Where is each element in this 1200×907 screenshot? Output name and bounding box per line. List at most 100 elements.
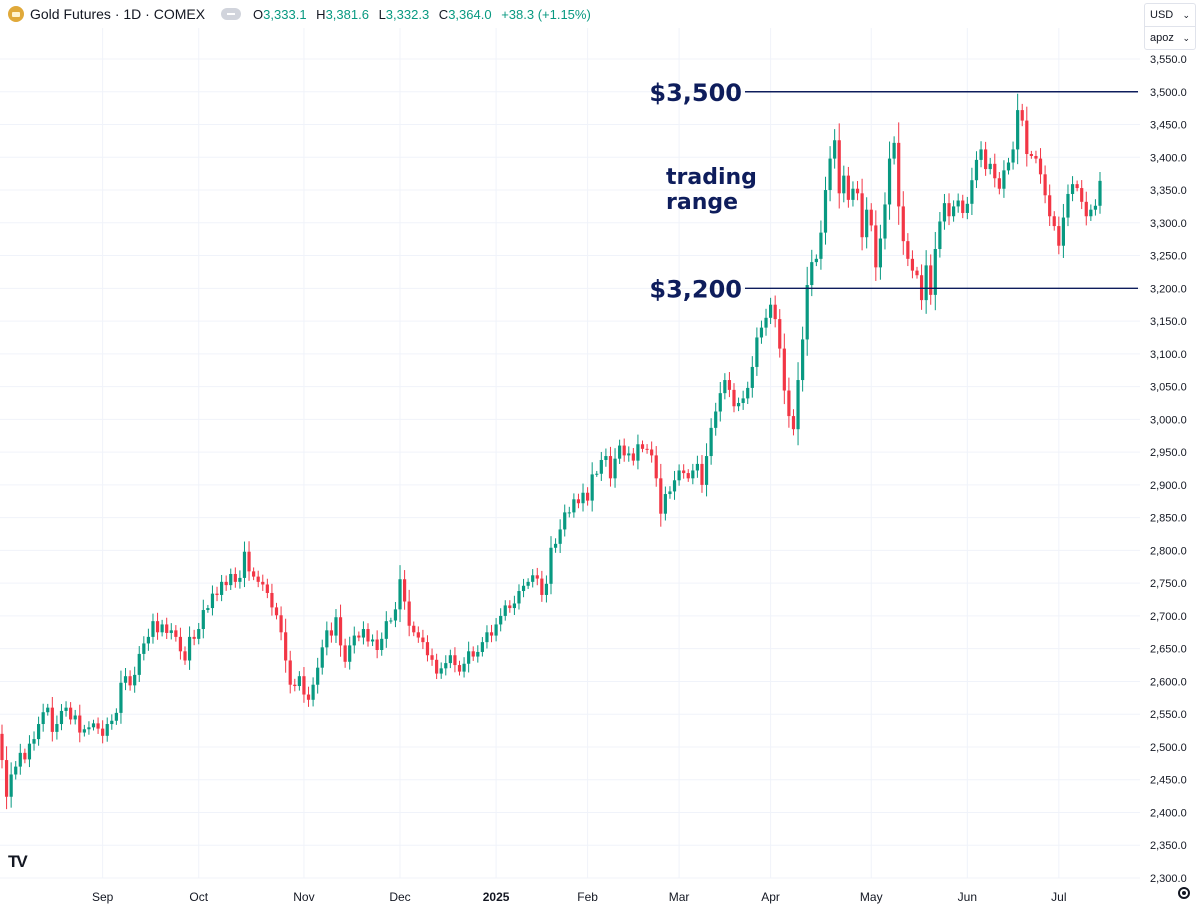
candle-body	[897, 142, 901, 207]
candle	[238, 570, 242, 589]
candle	[110, 714, 114, 730]
price-tick-label: 2,950.0	[1150, 447, 1187, 459]
candle	[1048, 184, 1052, 226]
candle	[897, 122, 901, 225]
candle-body	[531, 575, 535, 582]
candle	[915, 266, 919, 279]
candle	[174, 625, 178, 642]
candle-body	[750, 366, 754, 388]
price-tick-label: 3,350.0	[1150, 185, 1187, 197]
candle	[91, 719, 96, 731]
candle	[59, 704, 64, 731]
currency-selector[interactable]: USD ⌄ apoz ⌄	[1144, 3, 1196, 50]
candle-body	[215, 593, 219, 595]
candle-body	[41, 712, 45, 725]
candle-body	[764, 317, 768, 328]
candle	[338, 604, 343, 657]
candle	[1061, 203, 1065, 258]
candle	[512, 595, 516, 615]
candle-body	[325, 630, 329, 648]
candle-body	[517, 591, 521, 604]
upper-level-label: $3,500	[649, 79, 742, 107]
candle	[883, 192, 887, 250]
candle	[444, 655, 448, 676]
symbol-title[interactable]: Gold Futures · 1D · COMEX	[30, 6, 206, 22]
currency-dropdown[interactable]: USD ⌄	[1150, 9, 1190, 21]
candle-body	[73, 715, 77, 720]
candle	[718, 382, 722, 422]
candle-body	[732, 389, 736, 407]
tradingview-logo[interactable]: TV	[8, 852, 28, 871]
candle	[274, 602, 279, 620]
gold-icon	[8, 6, 24, 22]
candle	[828, 146, 832, 202]
candle-body	[878, 238, 882, 268]
candle-body	[1011, 149, 1015, 163]
candle	[220, 574, 224, 602]
time-tick-label: 2025	[483, 890, 510, 904]
time-axis[interactable]: Sep Oct Nov Dec 2025 Feb Mar Apr May Jun Jul	[92, 890, 1067, 904]
candle	[558, 519, 562, 553]
candle-body	[915, 270, 919, 276]
candle-body	[252, 571, 256, 577]
candle	[869, 203, 873, 232]
candle-body	[187, 636, 192, 661]
candle	[480, 637, 484, 657]
candle	[370, 634, 375, 647]
candle-body	[581, 492, 585, 504]
candlestick-series	[0, 93, 1102, 810]
candle	[947, 193, 951, 226]
candle-body	[1006, 162, 1011, 171]
candle-body	[489, 632, 494, 636]
price-axis[interactable]: 3,550.0 3,500.0 3,450.0 3,400.0 3,350.0 3,300…	[1150, 54, 1187, 885]
candle-body	[842, 175, 846, 194]
candle-body	[604, 456, 608, 460]
candle-body	[114, 712, 118, 721]
candle	[297, 671, 301, 691]
price-tick-label: 3,050.0	[1150, 382, 1187, 394]
candle	[430, 648, 434, 666]
candle	[851, 181, 855, 207]
candle	[302, 667, 306, 703]
candle	[453, 647, 457, 673]
candle-body	[823, 190, 828, 233]
candle	[457, 660, 462, 676]
candle	[842, 165, 846, 203]
candle-body	[618, 445, 622, 459]
candle	[1043, 165, 1047, 204]
candle-body	[1016, 110, 1020, 150]
candle	[476, 645, 480, 663]
candle	[723, 373, 727, 400]
candle-body	[993, 163, 997, 179]
candle-body	[586, 492, 590, 501]
price-tick-label: 3,000.0	[1150, 414, 1187, 426]
candle	[750, 356, 754, 398]
candle-body	[27, 743, 32, 760]
candle	[206, 604, 210, 613]
candle	[645, 444, 649, 454]
candle	[595, 470, 599, 477]
candle	[974, 151, 979, 189]
candle-body	[910, 258, 915, 271]
candle	[672, 470, 677, 500]
candle	[393, 601, 398, 628]
candle-body	[69, 707, 73, 720]
candle	[499, 608, 503, 632]
candle-body	[448, 655, 452, 664]
candle-body	[9, 774, 13, 797]
time-tick-label: Mar	[669, 890, 690, 904]
price-tick-label: 2,450.0	[1150, 775, 1187, 787]
unit-dropdown[interactable]: apoz ⌄	[1145, 26, 1195, 49]
candle-body	[256, 576, 260, 582]
candle	[581, 483, 585, 512]
candle-body	[901, 206, 905, 242]
candle	[412, 621, 416, 637]
candle-body	[274, 607, 279, 616]
candle-body	[59, 710, 64, 725]
candle	[778, 309, 782, 358]
settings-icon[interactable]	[1178, 887, 1190, 899]
candle	[1020, 103, 1024, 127]
symbol-header: Gold Futures · 1D · COMEX O3,333.1 H3,38…	[0, 0, 1140, 28]
candle	[325, 621, 329, 656]
